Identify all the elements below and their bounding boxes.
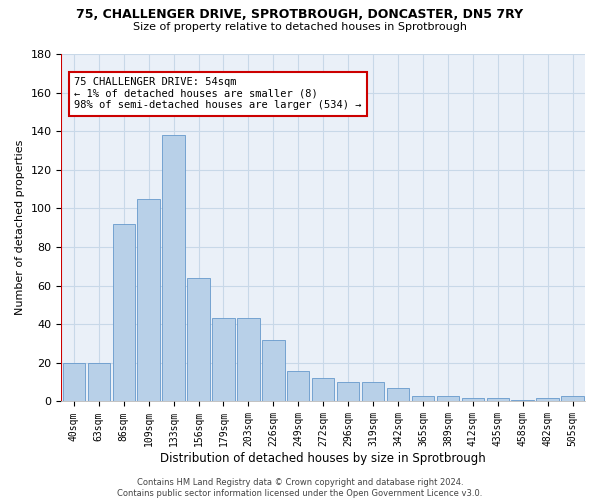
Y-axis label: Number of detached properties: Number of detached properties: [15, 140, 25, 316]
Bar: [237, 318, 260, 402]
Bar: [113, 224, 135, 402]
Bar: [212, 318, 235, 402]
Bar: [88, 363, 110, 402]
Text: 75, CHALLENGER DRIVE, SPROTBROUGH, DONCASTER, DN5 7RY: 75, CHALLENGER DRIVE, SPROTBROUGH, DONCA…: [76, 8, 524, 20]
Bar: [163, 135, 185, 402]
Bar: [412, 396, 434, 402]
Bar: [487, 398, 509, 402]
Text: Size of property relative to detached houses in Sprotbrough: Size of property relative to detached ho…: [133, 22, 467, 32]
Bar: [262, 340, 284, 402]
Bar: [362, 382, 384, 402]
X-axis label: Distribution of detached houses by size in Sprotbrough: Distribution of detached houses by size …: [160, 452, 486, 465]
Bar: [461, 398, 484, 402]
Bar: [337, 382, 359, 402]
Bar: [187, 278, 210, 402]
Bar: [62, 363, 85, 402]
Text: Contains HM Land Registry data © Crown copyright and database right 2024.
Contai: Contains HM Land Registry data © Crown c…: [118, 478, 482, 498]
Bar: [536, 398, 559, 402]
Bar: [287, 370, 310, 402]
Text: 75 CHALLENGER DRIVE: 54sqm
← 1% of detached houses are smaller (8)
98% of semi-d: 75 CHALLENGER DRIVE: 54sqm ← 1% of detac…: [74, 77, 361, 110]
Bar: [437, 396, 459, 402]
Bar: [511, 400, 534, 402]
Bar: [137, 199, 160, 402]
Bar: [312, 378, 334, 402]
Bar: [562, 396, 584, 402]
Bar: [387, 388, 409, 402]
